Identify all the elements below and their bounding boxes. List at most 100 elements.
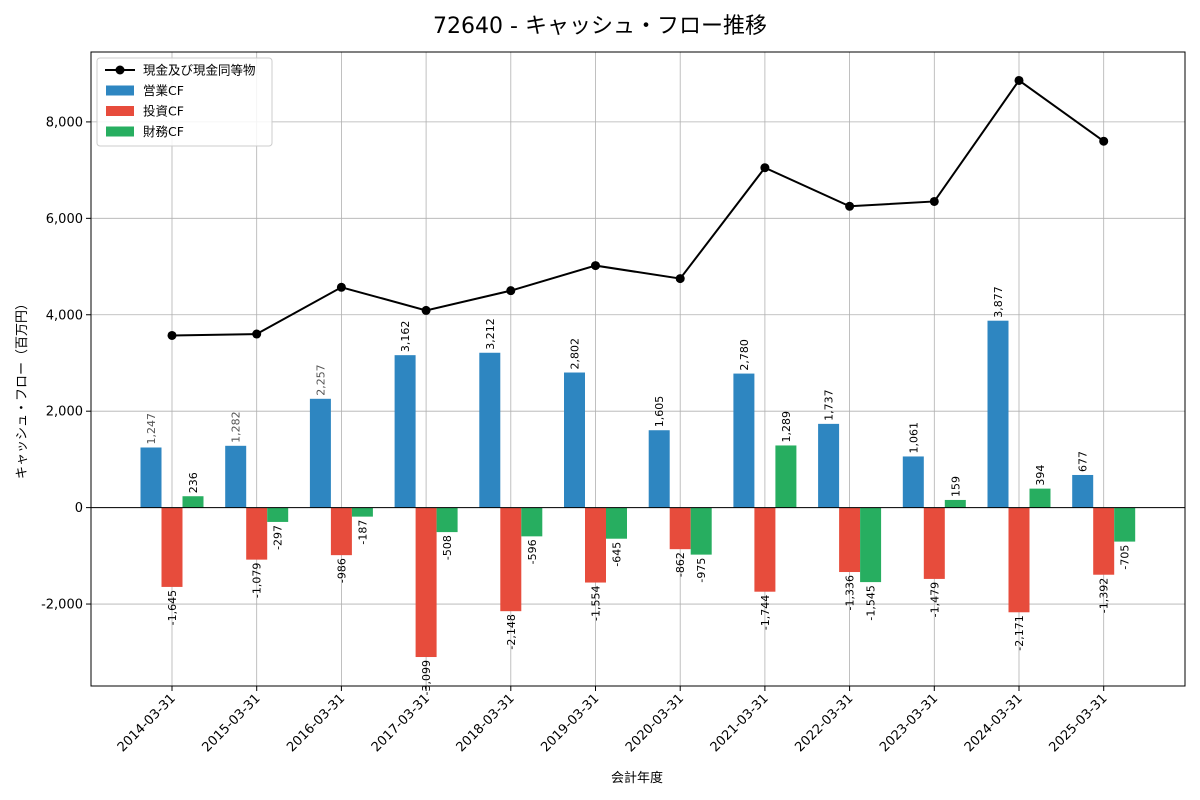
data-label-0-8: 1,737 xyxy=(823,389,836,421)
cash-point-7 xyxy=(760,163,770,173)
bar-1-5 xyxy=(585,507,606,583)
data-label-1-10: -2,171 xyxy=(1013,615,1026,650)
x-tick-label: 2016-03-31 xyxy=(284,691,348,755)
data-label-2-4: -596 xyxy=(526,539,539,564)
data-label-0-9: 1,061 xyxy=(907,422,920,454)
bar-0-2 xyxy=(309,398,331,508)
bar-0-3 xyxy=(394,355,416,508)
data-label-1-6: -862 xyxy=(674,552,687,577)
data-label-2-7: 1,289 xyxy=(780,411,793,443)
plot-frame xyxy=(90,51,1186,687)
y-tick-label: 0 xyxy=(75,501,83,516)
x-axis: 2014-03-31 2015-03-31 2016-03-31 2017-03-31… xyxy=(115,686,1111,755)
cash-point-4 xyxy=(506,286,516,296)
cash-point-11 xyxy=(1099,136,1109,146)
x-axis-label: 会計年度 xyxy=(611,770,663,786)
bar-0-4 xyxy=(479,352,501,508)
legend-entry: 営業CF xyxy=(143,83,184,98)
bar-2-9 xyxy=(944,499,966,508)
data-label-2-10: 394 xyxy=(1034,465,1047,486)
bar-1-1 xyxy=(246,507,268,560)
legend-entry: 財務CF xyxy=(143,124,184,139)
chart-title: 72640 - キャッシュ・フロー推移 xyxy=(433,14,767,39)
data-label-0-10: 3,877 xyxy=(992,286,1005,318)
bar-1-10 xyxy=(1008,507,1030,613)
bar-0-1 xyxy=(225,445,247,508)
bar-1-2 xyxy=(330,507,352,556)
bar-0-0 xyxy=(140,447,162,508)
y-axis-label: キャッシュ・フロー（百万円） xyxy=(15,297,30,479)
bar-2-0 xyxy=(182,496,204,508)
bar-2-7 xyxy=(775,445,797,508)
data-label-0-2: 2,257 xyxy=(314,364,327,396)
cash-point-6 xyxy=(675,274,685,284)
x-tick-label: 2014-03-31 xyxy=(115,691,179,755)
data-label-1-1: -1,079 xyxy=(251,563,264,598)
bar-2-3 xyxy=(436,507,458,533)
bar-2-6 xyxy=(690,507,712,555)
data-labels: 1,247 1,282 2,257 3,162 3,212 2,802 1,605 2,780… xyxy=(145,286,1132,695)
cash-line xyxy=(171,79,1105,337)
bar-2-2 xyxy=(351,507,373,517)
x-tick-label: 2015-03-31 xyxy=(199,691,263,755)
data-label-0-11: 677 xyxy=(1077,451,1090,472)
data-label-0-4: 3,212 xyxy=(484,318,497,350)
y-tick-label: 6,000 xyxy=(46,212,83,227)
data-label-2-5: -645 xyxy=(611,542,624,567)
data-label-1-7: -1,744 xyxy=(759,595,772,630)
bar-2-10 xyxy=(1029,488,1051,508)
x-tick-label: 2018-03-31 xyxy=(454,691,518,755)
x-tick-label: 2021-03-31 xyxy=(708,691,772,755)
legend-swatch-bar xyxy=(106,126,134,137)
data-label-2-2: -187 xyxy=(356,520,369,545)
legend-entry: 現金及び現金同等物 xyxy=(143,63,256,78)
x-tick-label: 2019-03-31 xyxy=(538,691,602,755)
data-label-2-0: 236 xyxy=(187,472,200,493)
data-label-0-1: 1,282 xyxy=(230,411,243,443)
legend-swatch-marker xyxy=(115,65,125,75)
data-label-2-9: 159 xyxy=(949,476,962,497)
cash-point-8 xyxy=(845,201,855,211)
bar-0-10 xyxy=(987,320,1009,508)
bar-1-0 xyxy=(161,507,183,587)
x-tick-label: 2024-03-31 xyxy=(962,691,1026,755)
data-label-0-7: 2,780 xyxy=(738,339,751,371)
cash-point-10 xyxy=(1014,75,1024,85)
cash-point-0 xyxy=(167,330,177,340)
bar-1-11 xyxy=(1093,507,1115,575)
bar-2-11 xyxy=(1114,507,1136,542)
data-label-1-3: -3,099 xyxy=(420,660,433,695)
x-tick-label: 2020-03-31 xyxy=(623,691,687,755)
cash-point-2 xyxy=(336,282,346,292)
bar-1-4 xyxy=(500,507,522,612)
data-label-1-11: -1,392 xyxy=(1098,578,1111,613)
bar-0-9 xyxy=(902,456,924,508)
cash-point-3 xyxy=(421,305,431,315)
bar-2-4 xyxy=(521,507,543,537)
y-tick-label: 4,000 xyxy=(46,308,83,323)
data-label-0-6: 1,605 xyxy=(653,396,666,428)
cash-point-9 xyxy=(929,196,939,206)
y-tick-label: 8,000 xyxy=(46,115,83,130)
bar-1-8 xyxy=(839,507,861,573)
bar-1-3 xyxy=(415,507,437,658)
cash-point-5 xyxy=(591,261,600,271)
data-label-1-5: -1,554 xyxy=(590,586,603,621)
bar-0-5 xyxy=(564,372,585,508)
y-axis: -2,000 0 2,000 4,000 6,000 8,000 xyxy=(41,115,91,613)
x-tick-label: 2022-03-31 xyxy=(792,691,856,755)
bar-1-7 xyxy=(754,507,776,592)
bar-0-6 xyxy=(648,430,670,508)
data-label-1-0: -1,645 xyxy=(166,590,179,625)
x-tick-label: 2023-03-31 xyxy=(877,691,941,755)
bar-2-5 xyxy=(606,507,627,539)
data-label-2-3: -508 xyxy=(441,535,454,560)
legend-entry: 投資CF xyxy=(143,104,184,119)
bar-2-1 xyxy=(267,507,289,522)
data-label-0-5: 2,802 xyxy=(569,338,582,370)
legend-box xyxy=(96,57,273,147)
cash-point-1 xyxy=(252,329,262,339)
data-label-0-0: 1,247 xyxy=(145,413,158,445)
